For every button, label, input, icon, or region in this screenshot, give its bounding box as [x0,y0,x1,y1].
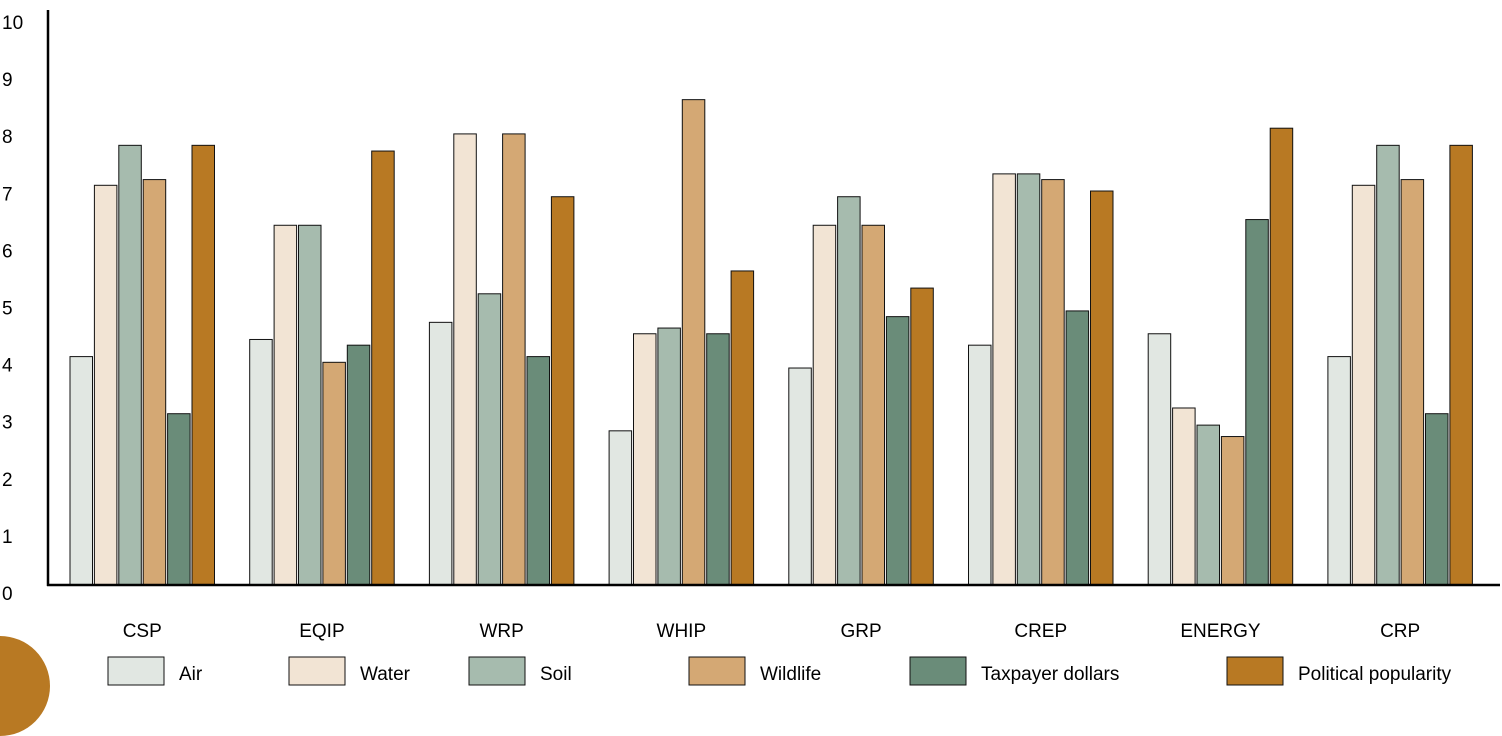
bar-taxpayer-dollars-energy [1245,219,1269,586]
legend-label: Wildlife [760,664,821,685]
legend-swatch [688,656,746,686]
x-category-label: CSP [123,621,162,642]
bar-water-crp [1351,184,1376,586]
bar-political-popularity-energy [1269,127,1294,586]
y-tick-label: 2 [2,470,13,491]
bar-political-popularity-crp [1449,144,1473,586]
bar-air-energy [1147,333,1172,586]
bar-taxpayer-dollars-crp [1425,413,1449,586]
legend-label: Water [360,664,411,685]
bar-taxpayer-dollars-eqip [346,344,371,586]
bar-air-whip [608,430,633,586]
bar-soil-whip [657,327,681,586]
bar-soil-crp [1376,144,1400,586]
bar-soil-energy [1196,424,1220,586]
bar-taxpayer-dollars-whip [706,333,730,586]
bar-water-crep [992,173,1016,586]
legend-label: Air [179,664,203,685]
bar-taxpayer-dollars-grp [885,316,910,586]
bar-political-popularity-wrp [550,196,575,586]
axes [46,10,1500,587]
x-category-label: WHIP [657,621,707,642]
y-tick-label: 8 [2,127,13,148]
y-tick-label: 7 [2,184,13,205]
legend-label: Political popularity [1298,664,1452,685]
y-tick-label: 6 [2,241,13,262]
bar-water-whip [633,333,657,586]
bar-political-popularity-crep [1090,190,1114,586]
bar-air-csp [69,356,93,586]
bar-political-popularity-whip [730,270,755,586]
bar-water-energy [1172,407,1196,586]
bar-political-popularity-eqip [371,150,395,586]
x-axis-category-labels: CSP EQIP WRP WHIP GRP CREP ENERGY CRP [123,621,1421,642]
bar-soil-csp [118,144,142,586]
legend-label: Soil [540,664,572,685]
bar-wildlife-wrp [502,133,526,586]
legend-item: Water [288,656,411,686]
legend-swatch [107,656,165,686]
bar-air-crp [1327,356,1351,586]
bar-soil-eqip [298,224,322,586]
x-category-label: CRP [1380,621,1420,642]
bar-wildlife-crp [1400,179,1425,586]
legend-label: Taxpayer dollars [981,664,1119,685]
y-tick-label: 9 [2,70,13,91]
bar-air-eqip [249,338,273,586]
legend-swatch [909,656,967,686]
y-tick-label: 1 [2,527,13,548]
x-category-label: WRP [479,621,523,642]
legend: Air Water Soil Wildlife Taxpayer dollars Poli… [107,656,1452,686]
bar-air-crep [968,344,992,586]
bar-water-wrp [453,133,477,586]
legend-item: Wildlife [688,656,821,686]
bar-wildlife-grp [861,224,885,586]
bar-air-wrp [428,321,453,586]
bar-wildlife-crep [1041,179,1065,586]
x-category-label: GRP [840,621,881,642]
legend-item: Taxpayer dollars [909,656,1119,686]
bar-water-grp [812,224,837,586]
y-tick-label: 10 [2,13,23,34]
bar-political-popularity-grp [910,287,934,586]
x-category-label: EQIP [299,621,344,642]
bar-water-eqip [273,224,298,586]
x-category-label: CREP [1014,621,1067,642]
bar-wildlife-whip [681,99,706,586]
bar-water-csp [93,184,118,586]
legend-swatch [288,656,346,686]
bars [69,99,1473,586]
legend-item: Soil [468,656,572,686]
bar-wildlife-eqip [322,361,346,586]
bar-political-popularity-csp [191,144,215,586]
y-tick-label: 5 [2,299,13,320]
bar-soil-grp [837,196,861,586]
y-tick-label: 4 [2,356,13,377]
bar-wildlife-energy [1220,436,1245,586]
legend-swatch [1226,656,1284,686]
bar-taxpayer-dollars-wrp [526,356,550,586]
bar-soil-wrp [477,293,502,586]
y-tick-label: 3 [2,413,13,434]
chart: 0 1 2 3 4 5 6 7 8 9 10 CSP EQIP WRP WHIP GRP CREP ENERGY… [2,10,1500,686]
x-category-label: ENERGY [1180,621,1261,642]
y-tick-label: 0 [2,584,13,605]
legend-item: Air [107,656,203,686]
legend-item: Political popularity [1226,656,1452,686]
legend-swatch [468,656,526,686]
bar-wildlife-csp [142,179,167,586]
bar-soil-crep [1016,173,1041,586]
bar-chart: 0 1 2 3 4 5 6 7 8 9 10 CSP EQIP WRP WHIP GRP CREP ENERGY… [2,10,1500,686]
bar-taxpayer-dollars-csp [167,413,191,586]
bar-air-grp [788,367,812,586]
y-axis-tick-labels: 0 1 2 3 4 5 6 7 8 9 10 [2,13,23,605]
bar-taxpayer-dollars-crep [1065,310,1090,586]
